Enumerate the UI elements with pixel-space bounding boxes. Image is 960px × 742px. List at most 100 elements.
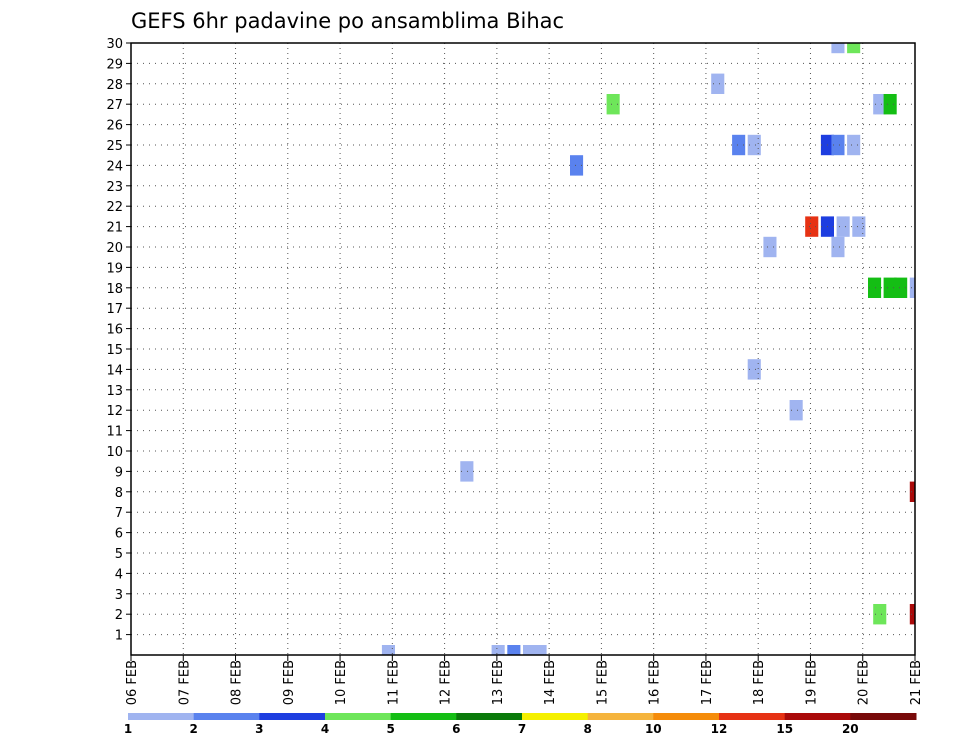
legend-label: 10: [645, 722, 662, 736]
y-tick-label: 30: [106, 37, 123, 52]
legend-color-box: [390, 713, 457, 720]
legend-color-box: [719, 713, 786, 720]
x-tick-label: 08 FEB: [230, 660, 245, 705]
y-tick-label: 5: [115, 547, 123, 562]
legend-color-box: [850, 713, 917, 720]
chart-title: GEFS 6hr padavine po ansamblima Bihac: [131, 9, 564, 33]
legend-label: 2: [190, 722, 198, 736]
legend-color-box: [784, 713, 851, 720]
precip-cell: [805, 216, 819, 237]
precip-cell: [491, 645, 505, 655]
y-tick-label: 27: [106, 98, 123, 113]
precip-cell: [507, 645, 521, 655]
x-tick-label: 09 FEB: [282, 660, 297, 705]
y-tick-label: 20: [106, 241, 123, 256]
precip-cell: [711, 73, 725, 94]
precip-cell: [909, 481, 915, 502]
x-tick-label: 12 FEB: [439, 660, 454, 705]
legend-color-box: [325, 713, 392, 720]
precip-cell: [789, 400, 803, 421]
precip-cell: [836, 216, 850, 237]
x-tick-label: 10 FEB: [334, 660, 349, 705]
y-tick-label: 19: [106, 261, 123, 276]
y-tick-label: 4: [115, 567, 123, 582]
precip-cell: [909, 277, 915, 298]
precip-cell: [523, 645, 537, 655]
x-tick-label: 21 FEB: [909, 660, 924, 705]
x-axis: 06 FEB 07 FEB 08 FEB 09 FEB 10 FEB 11 FEB 12 F…: [125, 655, 924, 705]
x-tick-label: 19 FEB: [805, 660, 820, 705]
y-tick-label: 15: [106, 343, 123, 358]
y-tick-label: 22: [106, 200, 123, 215]
precip-cell: [460, 461, 474, 482]
precip-cell: [763, 236, 777, 258]
legend-label: 7: [518, 722, 526, 736]
legend-label: 5: [387, 722, 395, 736]
y-tick-label: 9: [115, 465, 123, 480]
legend-label: 4: [321, 722, 329, 736]
x-tick-label: 16 FEB: [648, 660, 663, 705]
legend-label: 15: [776, 722, 793, 736]
x-tick-label: 18 FEB: [752, 660, 767, 705]
legend-color-box: [193, 713, 260, 720]
legend-color-box: [587, 713, 654, 720]
precip-cell: [909, 604, 915, 625]
color-legend: 1 2 3 4 5 6 7 8 10 12 15 20: [124, 713, 917, 736]
x-tick-label: 17 FEB: [700, 660, 715, 705]
y-tick-label: 14: [106, 363, 123, 378]
y-tick-label: 1: [115, 629, 123, 644]
precip-cell: [381, 645, 395, 655]
y-tick-label: 24: [106, 159, 123, 174]
y-tick-label: 13: [106, 384, 123, 399]
y-tick-label: 18: [106, 282, 123, 297]
precip-cell: [570, 155, 584, 176]
y-tick-label: 7: [115, 506, 123, 521]
legend-color-box: [456, 713, 523, 720]
precip-cell: [847, 134, 861, 156]
x-tick-label: 13 FEB: [491, 660, 506, 705]
y-tick-label: 25: [106, 139, 123, 154]
legend-label: 3: [255, 722, 263, 736]
legend-color-box: [128, 713, 195, 720]
x-tick-label: 15 FEB: [595, 660, 610, 705]
precip-cell: [732, 134, 746, 156]
grid-lines: [131, 42, 915, 655]
precip-cell: [883, 277, 897, 298]
precip-cell: [873, 604, 887, 625]
precip-cell: [606, 94, 620, 115]
precip-cell: [894, 277, 908, 298]
legend-color-box: [653, 713, 720, 720]
legend-label: 1: [124, 722, 132, 736]
y-tick-label: 6: [115, 527, 123, 542]
y-tick-label: 10: [106, 445, 123, 460]
precip-cell: [868, 277, 882, 298]
legend-label: 20: [842, 722, 859, 736]
precipitation-cells: [381, 43, 915, 655]
precip-cell: [852, 216, 866, 237]
y-tick-label: 3: [115, 588, 123, 603]
x-tick-label: 11 FEB: [386, 660, 401, 705]
y-tick-label: 29: [106, 57, 123, 72]
y-tick-label: 12: [106, 404, 123, 419]
precip-cell: [533, 645, 547, 655]
y-tick-label: 17: [106, 302, 123, 317]
precip-cell: [831, 134, 845, 156]
precip-cell: [747, 359, 761, 380]
legend-label: 6: [452, 722, 460, 736]
precip-cell: [873, 94, 887, 115]
y-tick-label: 16: [106, 323, 123, 338]
precip-cell: [883, 94, 897, 115]
x-tick-label: 14 FEB: [543, 660, 558, 705]
legend-color-box: [522, 713, 589, 720]
precip-cell: [831, 236, 845, 258]
x-tick-label: 06 FEB: [125, 660, 140, 705]
y-tick-label: 11: [106, 425, 123, 440]
legend-label: 8: [584, 722, 592, 736]
y-tick-label: 26: [106, 119, 123, 134]
y-axis: 1234567891011121314151617181920212223242…: [106, 37, 131, 644]
precip-cell: [831, 43, 845, 54]
legend-label: 12: [711, 722, 728, 736]
y-tick-label: 21: [106, 221, 123, 236]
y-tick-label: 8: [115, 486, 123, 501]
